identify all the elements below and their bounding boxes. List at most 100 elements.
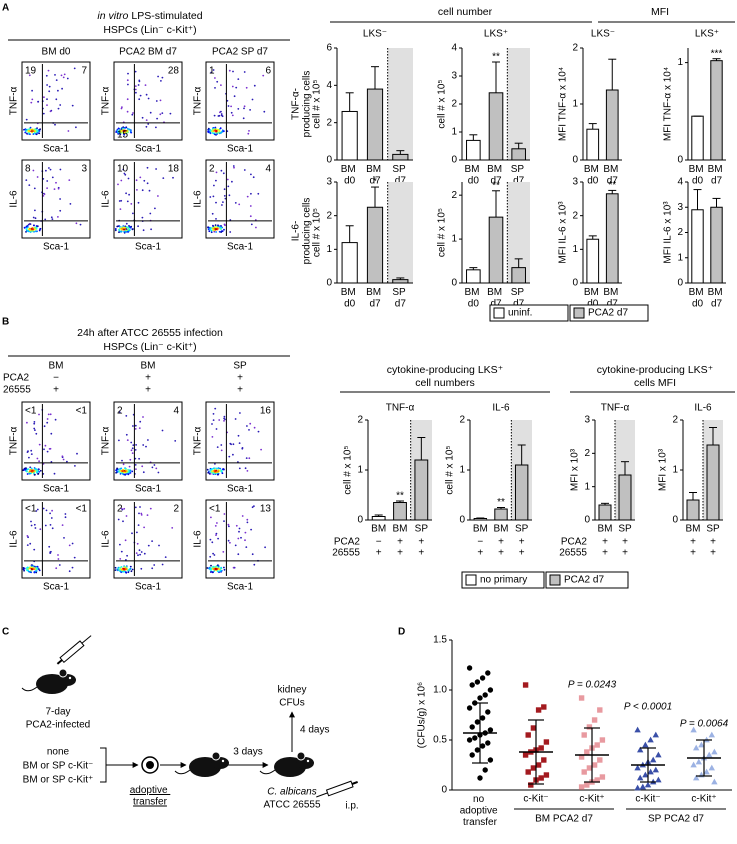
flow-event: [61, 87, 63, 90]
panel-label: D: [398, 627, 405, 638]
flow-event: [135, 91, 137, 94]
flow-event: [73, 67, 76, 70]
diagram-text: i.p.: [345, 801, 358, 812]
flow-title-text: LPS-stimulated: [131, 10, 202, 22]
flow-event: [120, 467, 123, 470]
flow-event: [142, 471, 145, 474]
text-line: d7: [490, 175, 502, 186]
flow-event: [28, 184, 31, 187]
flow-event: [126, 129, 128, 132]
flow-event: [211, 423, 213, 425]
diagram-text: adoptive transfer: [130, 785, 171, 808]
data-point: [543, 739, 550, 745]
flow-event: [125, 566, 128, 569]
syringe: [56, 635, 92, 665]
flow-event: [124, 539, 127, 542]
flow-event: [145, 125, 148, 128]
flow-event: [120, 469, 123, 472]
diagram-text: PCA2-infected: [26, 720, 90, 731]
flow-event: [134, 428, 137, 430]
flow-event: [223, 513, 226, 515]
flow-y-label: IL-6: [101, 190, 112, 208]
text-line: BM: [464, 164, 482, 175]
flow-event: [129, 472, 132, 474]
flow-event: [33, 132, 36, 135]
flow-event: [29, 542, 32, 545]
flow-event: [257, 192, 260, 195]
flow-event: [48, 545, 51, 548]
flow-event: [135, 468, 137, 470]
flow-event: [75, 126, 77, 129]
flow-event: [31, 98, 34, 101]
syringe-plunger: [351, 781, 358, 785]
flow-event: [123, 133, 125, 136]
mouse-icon: [21, 668, 76, 694]
data-point: [466, 705, 473, 711]
flow-event: [117, 518, 120, 521]
mouse-eye: [68, 676, 72, 680]
flow-event: [240, 536, 242, 539]
flow-event: [246, 518, 249, 521]
flow-event: [127, 83, 129, 86]
flow-event: [246, 470, 249, 472]
x-tick-label: BM: [494, 524, 509, 535]
flow-event: [224, 197, 227, 200]
flow-event: [39, 228, 41, 231]
flow-event: [134, 449, 137, 451]
flow-event: [217, 565, 220, 567]
flow-event: [127, 72, 129, 75]
quadrant-value: 18: [168, 164, 180, 175]
bar: [392, 279, 409, 284]
flow-event: [123, 172, 126, 175]
flow-event: [129, 565, 132, 568]
data-point: [581, 732, 587, 738]
flow-event: [34, 217, 37, 220]
flow-event: [118, 411, 121, 414]
flow-event: [138, 427, 141, 429]
flow-event: [119, 130, 122, 133]
flow-event: [122, 568, 125, 571]
x-tick-label: BM d7: [487, 164, 505, 187]
syringe-barrel: [59, 640, 85, 664]
flow-event: [30, 524, 33, 527]
flow-event: [223, 420, 225, 422]
flow-event: [220, 227, 222, 230]
flow-event: [217, 470, 220, 473]
condition-sign: +: [498, 537, 504, 548]
flow-event: [157, 471, 160, 474]
flow-event: [253, 505, 255, 507]
text-line: SP: [392, 287, 408, 298]
data-point: [584, 749, 590, 755]
condition-sign: +: [237, 373, 243, 384]
y-tick-label: 1: [677, 252, 683, 263]
flow-event: [216, 228, 219, 230]
data-point: [474, 719, 481, 725]
panel-label: A: [2, 3, 9, 14]
x-tick-label: SP d7: [392, 164, 408, 187]
legend-box: [569, 304, 649, 322]
text-line: SP: [392, 164, 408, 175]
flow-event: [114, 566, 117, 569]
data-point: [466, 737, 473, 743]
flow-event: [124, 467, 127, 470]
data-point: [642, 771, 649, 778]
flow-event: [253, 426, 256, 429]
flow-event: [223, 568, 226, 571]
text-line: d7: [369, 298, 381, 309]
data-point: [655, 751, 662, 758]
flow-event: [117, 183, 119, 186]
condition-sign: +: [397, 548, 403, 559]
flow-x-label: Sca-1: [43, 582, 70, 593]
flow-event: [128, 193, 131, 196]
flow-event: [119, 473, 122, 475]
flow-plot-frame: [21, 401, 91, 481]
flow-event: [213, 114, 216, 117]
flow-event: [118, 471, 121, 473]
flow-event: [234, 544, 237, 547]
data-point: [485, 670, 491, 676]
flow-event: [221, 204, 223, 206]
condition-sign: +: [53, 385, 59, 396]
x-tick-label: BM d0: [689, 287, 707, 310]
flow-event: [25, 467, 27, 470]
flow-event: [125, 222, 128, 225]
